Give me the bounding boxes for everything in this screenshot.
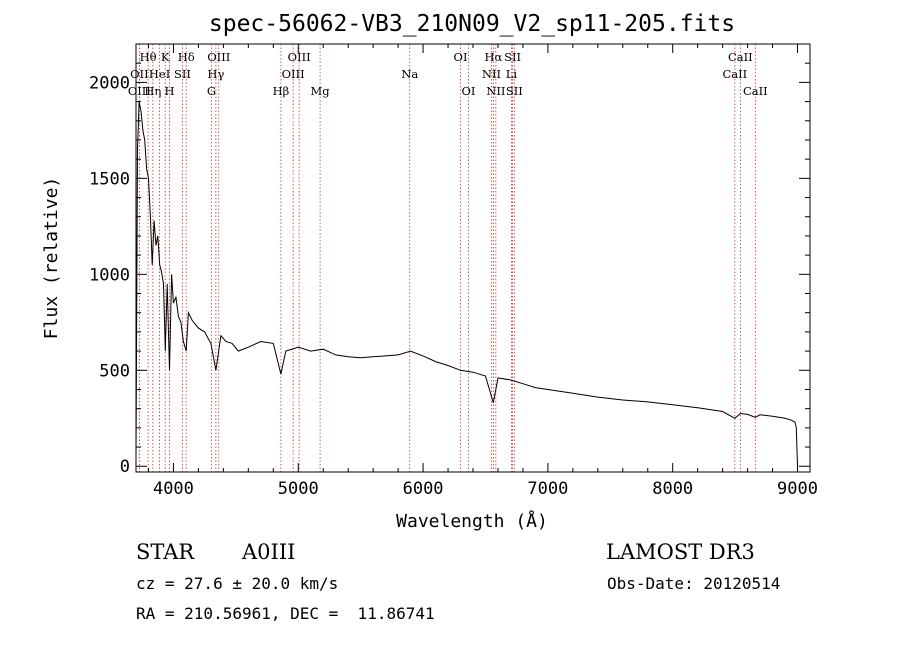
spectral-line-label: Li (506, 67, 518, 81)
chart-title: spec-56062-VB3_210N09_V2_sp11-205.fits (209, 11, 735, 37)
object-subclass: A0III (242, 540, 296, 564)
x-tick-label: 4000 (153, 479, 194, 499)
spectral-line-label: OI (454, 50, 468, 64)
spectral-line-label: OII (130, 67, 149, 81)
y-tick-label: 0 (120, 457, 130, 477)
coordinates-text: RA = 210.56961, DEC = 11.86741 (136, 604, 435, 623)
spectral-line-label: OIII (128, 84, 151, 98)
x-tick-label: 8000 (652, 479, 693, 499)
spectral-line-label: SII (504, 50, 521, 64)
spectral-line-label: Hη (144, 84, 161, 98)
spectral-line-label: Mg (311, 84, 331, 98)
spectral-line-label: OIII (282, 67, 305, 81)
obs-date: Obs-Date: 20120514 (607, 574, 781, 593)
y-axis: 0 500 1000 1500 2000 (89, 62, 810, 477)
redshift-text: cz = 27.6 ± 20.0 km/s (136, 574, 339, 593)
spectral-line-label: OI (462, 84, 476, 98)
spectral-line-label: H (165, 84, 175, 98)
spectral-line-label: HeI (149, 67, 170, 81)
spectral-line-label: SII (506, 84, 523, 98)
spectral-line-label: Na (401, 67, 418, 81)
spectral-line-label: Hβ (273, 84, 290, 98)
spectral-line-markers (138, 44, 756, 472)
spectral-line-label: Hγ (207, 67, 224, 81)
x-tick-label: 5000 (278, 479, 319, 499)
x-axis-label: Wavelength (Å) (396, 510, 548, 532)
y-axis-label: Flux (relative) (41, 177, 62, 340)
x-tick-label: 9000 (777, 479, 818, 499)
survey-name: LAMOST DR3 (606, 540, 755, 564)
x-tick-label: 7000 (527, 479, 568, 499)
spectrum-line (135, 101, 798, 467)
y-tick-label: 1500 (89, 169, 130, 189)
y-tick-label: 500 (99, 361, 130, 381)
spectral-line-label: NII (486, 84, 505, 98)
spectral-line-label: CaII (728, 50, 753, 64)
spectral-line-label: Hθ (140, 50, 157, 64)
spectral-line-label: OIII (207, 50, 230, 64)
spectral-line-label: Hα (484, 50, 502, 64)
y-tick-label: 1000 (89, 265, 130, 285)
spectral-line-label: OIII (288, 50, 311, 64)
plot-frame (135, 43, 811, 473)
spectral-line-label: Hδ (178, 50, 195, 64)
spectral-line-label: SII (174, 67, 191, 81)
spectral-line-label: NII (482, 67, 501, 81)
spectral-line-label: CaII (722, 67, 747, 81)
object-class: STAR (136, 540, 195, 564)
spectral-line-label: G (207, 84, 216, 98)
spectral-line-label: K (161, 50, 170, 64)
spectral-line-label: CaII (743, 84, 768, 98)
x-tick-label: 6000 (403, 479, 444, 499)
y-tick-label: 2000 (89, 73, 130, 93)
x-axis: 4000 5000 6000 7000 8000 9000 (147, 44, 818, 499)
